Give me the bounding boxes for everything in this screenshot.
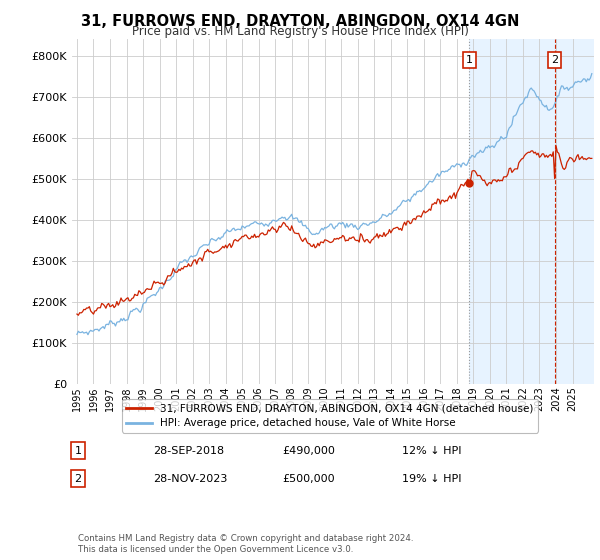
Text: 1: 1 — [466, 55, 473, 65]
Text: 1: 1 — [74, 446, 82, 456]
Bar — [469, 39, 594, 384]
Legend: 31, FURROWS END, DRAYTON, ABINGDON, OX14 4GN (detached house), HPI: Average pric: 31, FURROWS END, DRAYTON, ABINGDON, OX14… — [122, 399, 538, 432]
Text: 2: 2 — [551, 55, 558, 65]
Text: 19% ↓ HPI: 19% ↓ HPI — [402, 474, 461, 484]
Text: 31, FURROWS END, DRAYTON, ABINGDON, OX14 4GN: 31, FURROWS END, DRAYTON, ABINGDON, OX14… — [81, 14, 519, 29]
Text: 28-SEP-2018: 28-SEP-2018 — [153, 446, 224, 456]
Text: 12% ↓ HPI: 12% ↓ HPI — [402, 446, 461, 456]
Text: £500,000: £500,000 — [282, 474, 335, 484]
Text: Price paid vs. HM Land Registry's House Price Index (HPI): Price paid vs. HM Land Registry's House … — [131, 25, 469, 38]
Text: 28-NOV-2023: 28-NOV-2023 — [153, 474, 227, 484]
Text: Contains HM Land Registry data © Crown copyright and database right 2024.
This d: Contains HM Land Registry data © Crown c… — [78, 534, 413, 554]
Text: 2: 2 — [74, 474, 82, 484]
Text: £490,000: £490,000 — [282, 446, 335, 456]
